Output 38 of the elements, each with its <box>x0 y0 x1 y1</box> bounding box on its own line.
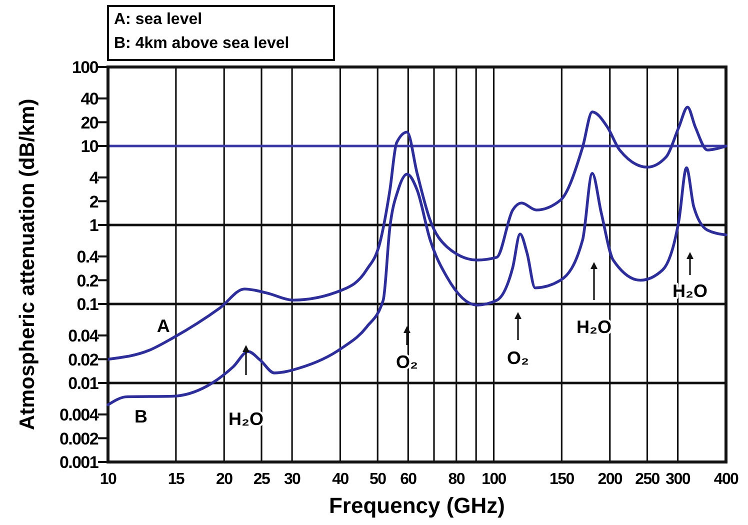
y-tick-label: 20 <box>80 113 98 132</box>
x-tick-label: 25 <box>253 471 271 488</box>
x-tick-label: 60 <box>400 471 418 488</box>
y-tick-label: 0.002 <box>59 429 98 448</box>
x-tick-label: 300 <box>666 471 691 488</box>
y-tick-label: 0.001 <box>59 453 98 472</box>
y-tick-label: 0.1 <box>76 295 98 314</box>
y-tick-label: 0.2 <box>76 271 98 290</box>
x-tick-label: 10 <box>100 471 117 488</box>
y-tick-label: 2 <box>89 192 98 212</box>
annotation: O₂ <box>507 348 529 368</box>
x-tick-label: 400 <box>714 471 740 488</box>
y-tick-label: 40 <box>80 90 98 109</box>
y-tick-label: 1 <box>89 216 98 236</box>
x-axis-title: Frequency (GHz) <box>328 493 506 518</box>
series-label: B <box>134 406 148 427</box>
x-tick-label: 150 <box>550 471 575 488</box>
x-tick-label: 80 <box>448 471 466 488</box>
series-label: A <box>156 316 170 336</box>
y-tick-label: 0.004 <box>59 406 100 425</box>
y-tick-label: 4 <box>89 168 100 188</box>
y-tick-label: 0.04 <box>68 326 100 346</box>
x-tick-label: 50 <box>370 471 387 488</box>
x-tick-label: 15 <box>168 471 185 488</box>
y-tick-label: 10 <box>80 137 98 156</box>
y-tick-label: 0.4 <box>76 248 100 267</box>
y-axis-title: Atmospheric attenuation (dB/km) <box>16 98 39 430</box>
x-tick-label: 20 <box>216 471 234 488</box>
x-tick-label: 250 <box>635 471 660 488</box>
text: A: sea level <box>114 11 202 28</box>
x-tick-label: 30 <box>284 471 302 488</box>
x-tick-label: 200 <box>598 471 623 488</box>
text: B: 4km above sea level <box>114 35 290 52</box>
y-tick-label: 100 <box>72 58 98 78</box>
y-tick-label: 0.01 <box>68 374 98 394</box>
x-tick-label: 40 <box>332 471 350 488</box>
y-tick-label: 0.02 <box>68 350 98 370</box>
x-tick-label: 100 <box>482 471 507 488</box>
